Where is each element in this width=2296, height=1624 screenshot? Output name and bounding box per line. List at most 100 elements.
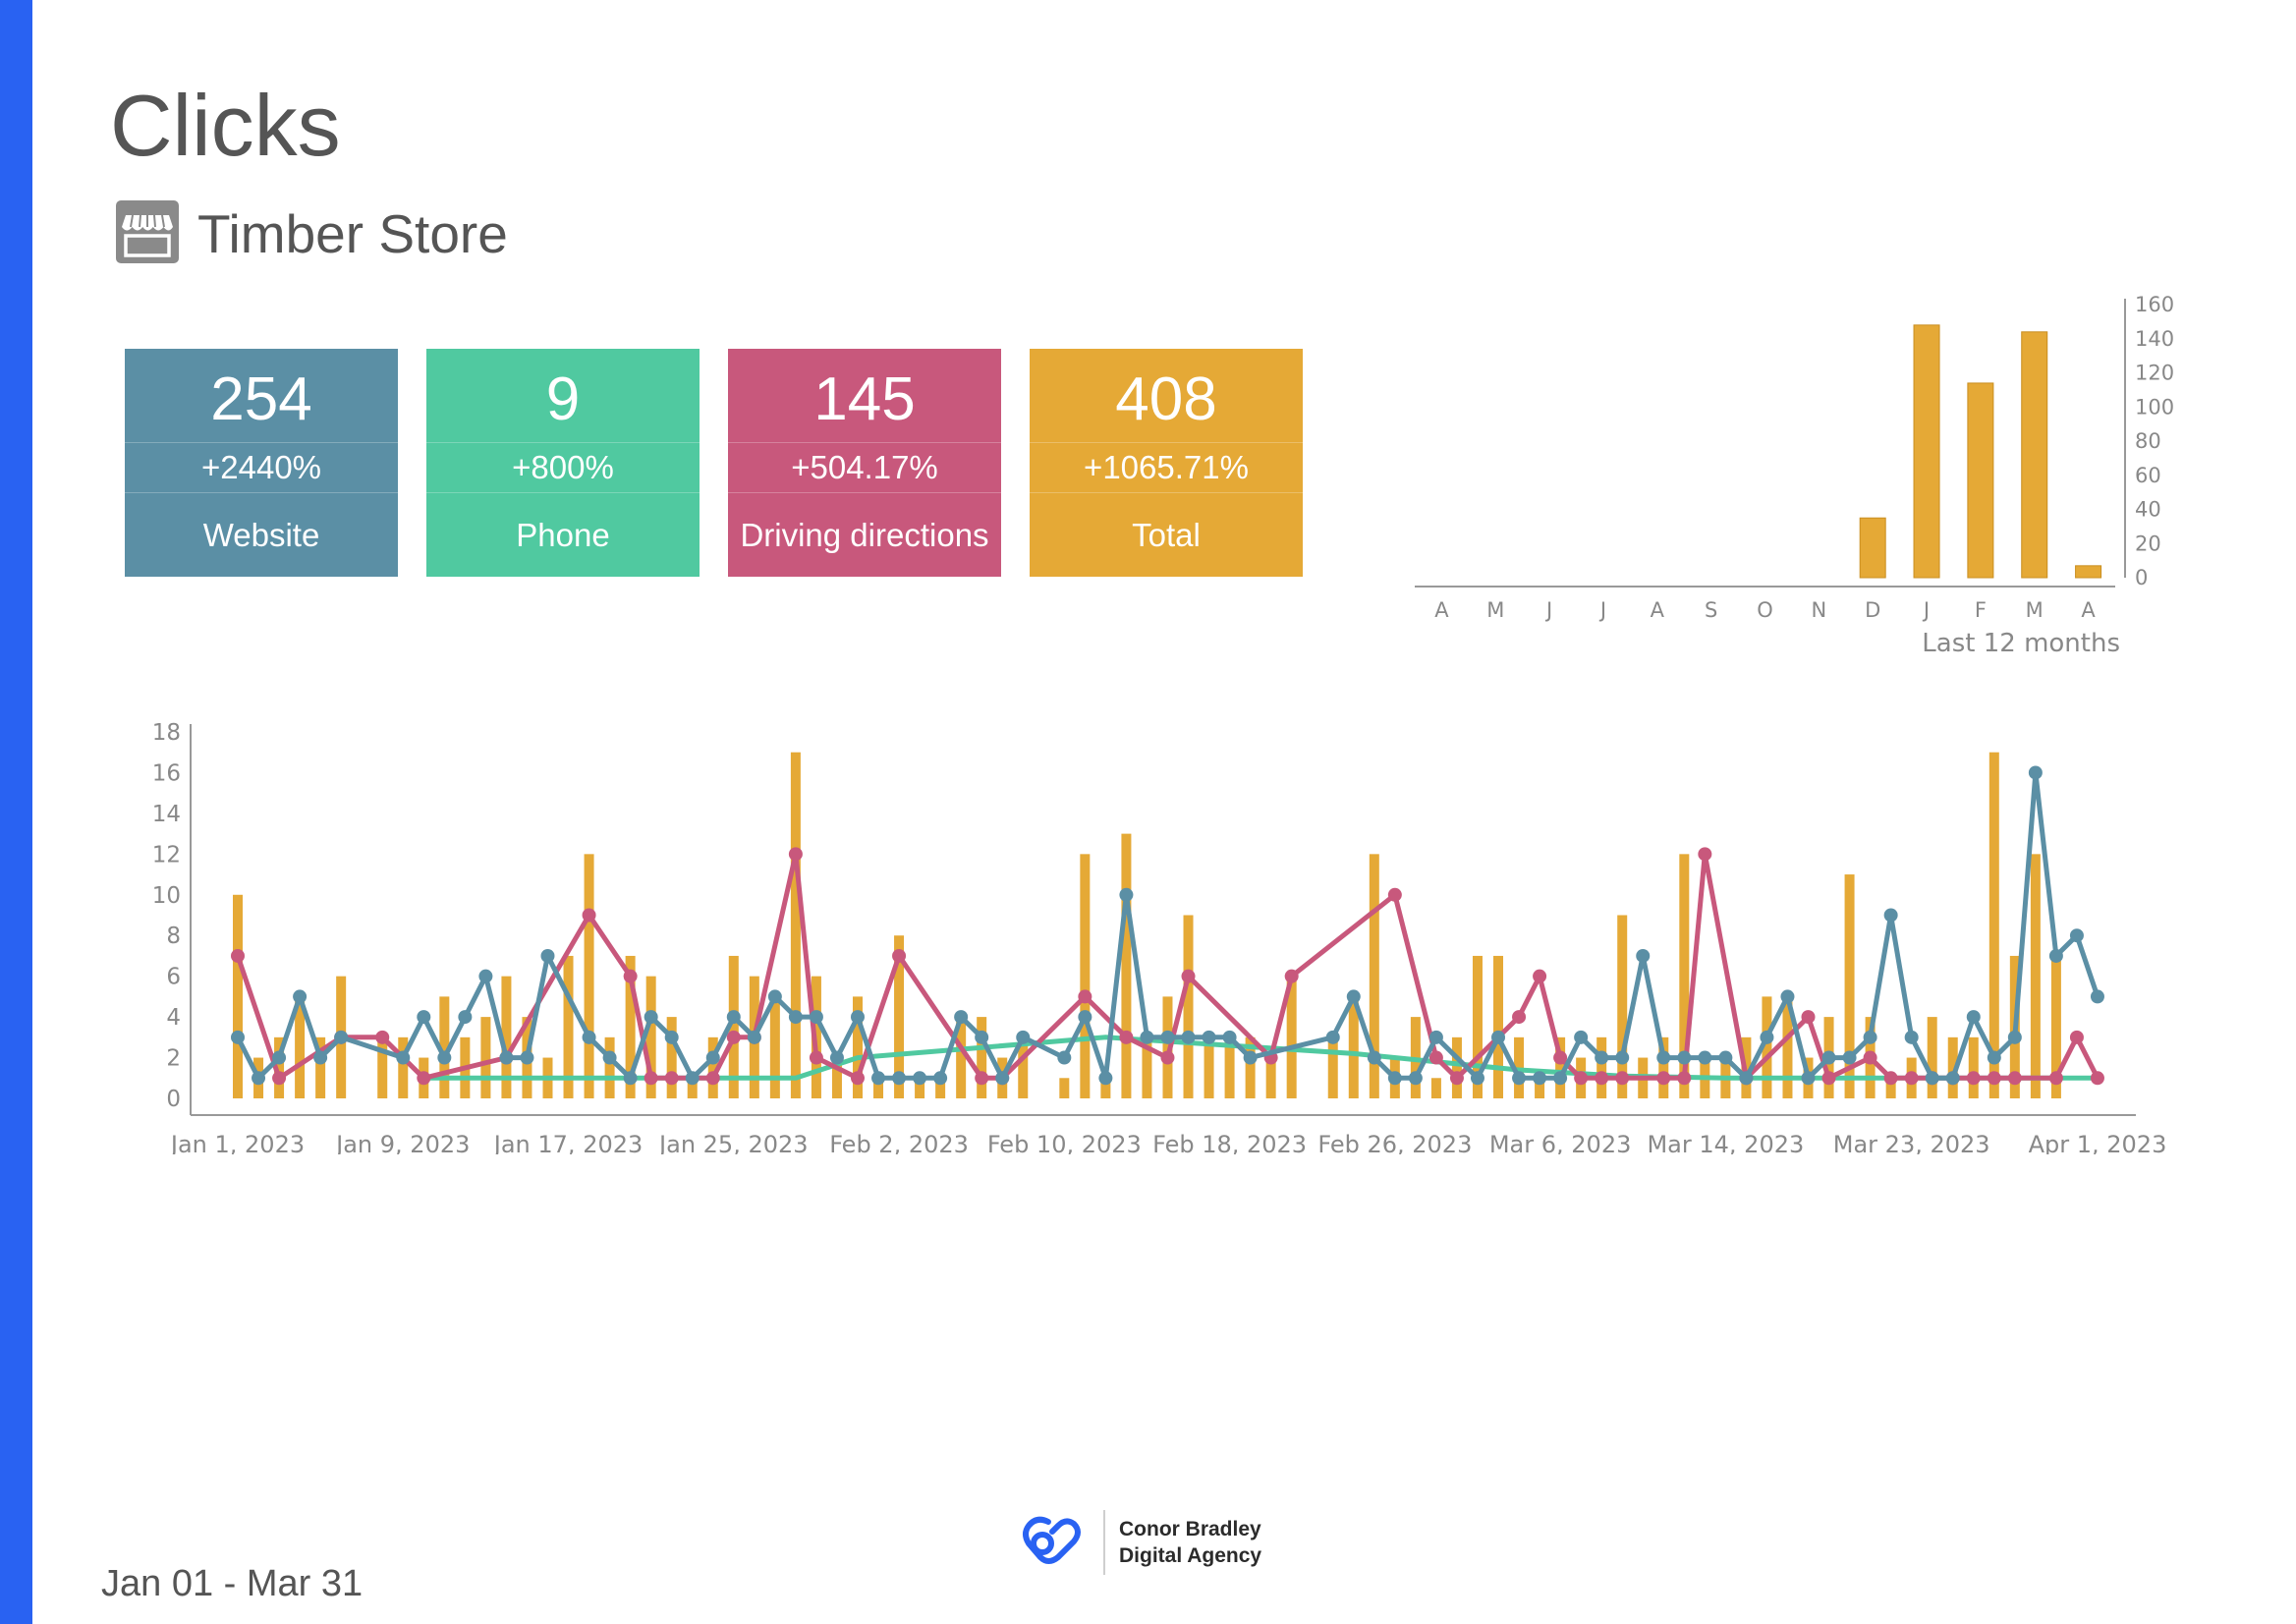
month-tick-label: J — [1544, 598, 1552, 622]
x-tick-label: Feb 26, 2023 — [1317, 1131, 1472, 1154]
daily-bar — [1658, 1036, 1669, 1098]
daily-bar — [1142, 1036, 1152, 1098]
y-tick-label: 40 — [2135, 498, 2161, 522]
series-point — [1966, 1071, 1981, 1086]
series-point — [726, 1010, 741, 1025]
y-tick-label: 18 — [152, 720, 181, 746]
month-tick-label: J — [1922, 598, 1930, 622]
series-point — [1904, 1030, 1919, 1044]
daily-bar — [1162, 996, 1173, 1098]
daily-bar — [1430, 1078, 1441, 1098]
kpi-value: 408 — [1030, 349, 1303, 443]
series-point — [1945, 1071, 1960, 1086]
daily-bar — [501, 976, 512, 1098]
series-point — [1863, 1030, 1877, 1044]
series-point — [1119, 1030, 1134, 1044]
series-point — [1449, 1071, 1464, 1086]
daily-bar — [1617, 915, 1628, 1098]
daily-bar — [935, 1078, 946, 1098]
y-tick-label: 80 — [2135, 429, 2161, 453]
date-range: Jan 01 - Mar 31 — [101, 1563, 364, 1604]
series-point — [1016, 1030, 1031, 1044]
series-point — [1470, 1071, 1484, 1086]
x-tick-label: Mar 23, 2023 — [1833, 1131, 1990, 1154]
y-tick-label: 0 — [2135, 566, 2148, 589]
series-point — [499, 1050, 514, 1065]
series-point — [2069, 928, 2084, 943]
series-point — [2048, 948, 2063, 963]
series-point — [1533, 969, 1547, 983]
month-tick-label: D — [1865, 598, 1880, 622]
daily-bar — [1265, 1057, 1276, 1098]
series-point — [478, 969, 493, 983]
series-point — [1883, 1071, 1898, 1086]
series-point — [2090, 989, 2104, 1004]
series-point — [1677, 1050, 1692, 1065]
series-point — [1987, 1050, 2001, 1065]
series-point — [954, 1010, 969, 1025]
month-tick-label: A — [1651, 598, 1665, 622]
x-tick-label: Jan 25, 2023 — [657, 1131, 809, 1154]
y-tick-label: 4 — [166, 1005, 181, 1031]
series-point — [1925, 1071, 1939, 1086]
series-point — [1222, 1030, 1237, 1044]
series-point — [1428, 1050, 1443, 1065]
daily-bar — [769, 996, 780, 1098]
series-point — [1367, 1050, 1381, 1065]
store-heading: Timber Store — [115, 199, 508, 268]
daily-bar — [1782, 996, 1793, 1098]
daily-bar — [1183, 915, 1194, 1098]
series-point — [1883, 908, 1898, 923]
website-clicks-card: 254 +2440% Website — [125, 349, 398, 577]
daily-bar — [1493, 955, 1504, 1098]
daily-bar — [894, 935, 905, 1098]
series-point — [272, 1071, 287, 1086]
daily-bar — [1018, 1036, 1029, 1098]
series-point — [995, 1071, 1010, 1086]
series-point — [1656, 1071, 1671, 1086]
driving-directions-card: 145 +504.17% Driving directions — [728, 349, 1001, 577]
month-tick-label: N — [1811, 598, 1826, 622]
series-point — [417, 1071, 431, 1086]
kpi-label: Phone — [516, 517, 610, 553]
month-bar — [2075, 565, 2102, 579]
series-point — [520, 1050, 534, 1065]
series-point — [1160, 1050, 1175, 1065]
kpi-label: Website — [202, 517, 320, 553]
daily-bar — [439, 996, 450, 1098]
month-tick-label: S — [1705, 598, 1717, 622]
series-point — [1533, 1071, 1547, 1086]
series-point — [1574, 1030, 1589, 1044]
daily-bar — [398, 1036, 409, 1098]
daily-bar — [1100, 1078, 1111, 1098]
daily-bar — [233, 894, 243, 1098]
month-tick-label: M — [2026, 598, 2044, 622]
series-point — [540, 948, 555, 963]
y-tick-label: 14 — [152, 802, 181, 827]
series-point — [1739, 1071, 1754, 1086]
kpi-label: Total — [1132, 517, 1201, 553]
month-bar — [1913, 324, 1940, 579]
daily-bar — [1885, 1078, 1896, 1098]
daily-bar — [687, 1078, 698, 1098]
storefront-icon — [115, 199, 197, 269]
daily-bar — [977, 1017, 987, 1098]
series-point — [767, 989, 782, 1004]
daily-bar — [1204, 1036, 1214, 1098]
daily-bar — [1348, 996, 1359, 1098]
series-point — [437, 1050, 452, 1065]
daily-bar — [1080, 854, 1091, 1098]
daily-bar — [2050, 955, 2061, 1098]
daily-bar — [625, 955, 636, 1098]
series-point — [1428, 1030, 1443, 1044]
daily-bar — [480, 1017, 491, 1098]
series-point — [1595, 1071, 1609, 1086]
daily-bar — [1224, 1036, 1235, 1098]
daily-bar — [1327, 1036, 1338, 1098]
y-tick-label: 20 — [2135, 532, 2161, 555]
series-point — [664, 1030, 679, 1044]
series-point — [1966, 1010, 1981, 1025]
series-point — [2028, 765, 2043, 780]
series-point — [1243, 1050, 1258, 1065]
y-tick-label: 0 — [166, 1087, 181, 1112]
